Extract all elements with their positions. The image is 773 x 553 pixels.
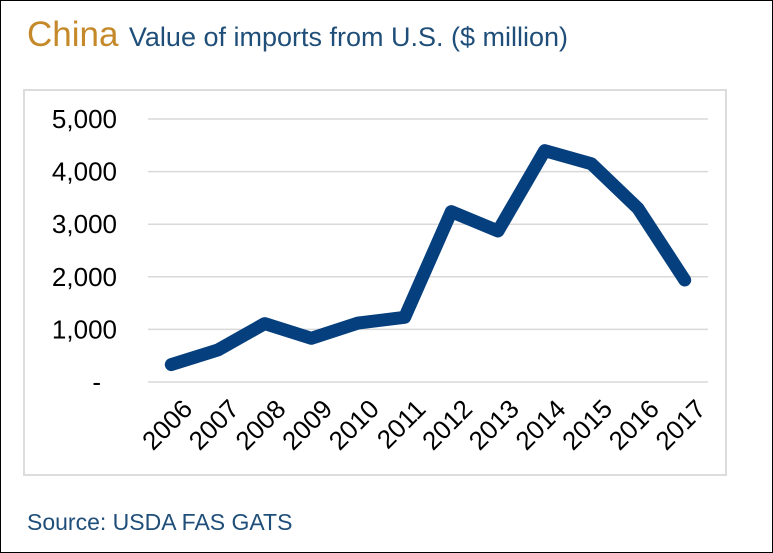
x-tick-label: 2012	[416, 394, 478, 456]
x-tick-label: 2014	[509, 394, 571, 456]
data-point	[497, 230, 499, 232]
data-point	[264, 323, 266, 325]
data-point	[637, 207, 639, 209]
series-line	[164, 144, 692, 372]
source-note: Source: USDA FAS GATS	[27, 509, 293, 535]
x-tick-label: 2007	[183, 394, 245, 456]
x-tick-label: 2015	[556, 394, 618, 456]
x-axis-ticks: 2006200720082009201020112012201320142015…	[136, 394, 711, 456]
x-tick-label: 2017	[649, 394, 711, 456]
data-point	[217, 349, 219, 351]
x-tick-label: 2016	[603, 394, 665, 456]
chart-subtitle: Value of imports from U.S. ($ million)	[128, 22, 569, 52]
data-point	[544, 150, 546, 152]
x-tick-label: 2013	[463, 394, 525, 456]
chart-title-country: China	[27, 15, 119, 54]
y-tick-label: 4,000	[52, 157, 117, 187]
data-point	[357, 322, 359, 324]
y-tick-label: 5,000	[52, 104, 117, 134]
chart-title-row: China Value of imports from U.S. ($ mill…	[27, 15, 568, 55]
plot-area-border	[23, 89, 727, 476]
data-point	[450, 211, 452, 213]
data-point	[310, 337, 312, 339]
y-tick-label: -	[92, 367, 101, 397]
data-point	[170, 364, 172, 366]
data-point	[684, 279, 686, 281]
data-point	[404, 316, 406, 318]
x-tick-label: 2011	[371, 394, 432, 455]
y-tick-label: 3,000	[52, 209, 117, 239]
x-tick-label: 2008	[229, 394, 291, 456]
series-layer	[164, 144, 692, 372]
y-axis-ticks: - 1,000 2,000 3,000 4,000 5,000	[52, 104, 117, 397]
y-tick-label: 2,000	[52, 262, 117, 292]
x-tick-label: 2010	[323, 394, 385, 456]
data-point	[590, 163, 592, 165]
x-tick-label: 2009	[276, 394, 338, 456]
x-tick-label: 2006	[136, 394, 198, 456]
y-tick-label: 1,000	[52, 314, 117, 344]
